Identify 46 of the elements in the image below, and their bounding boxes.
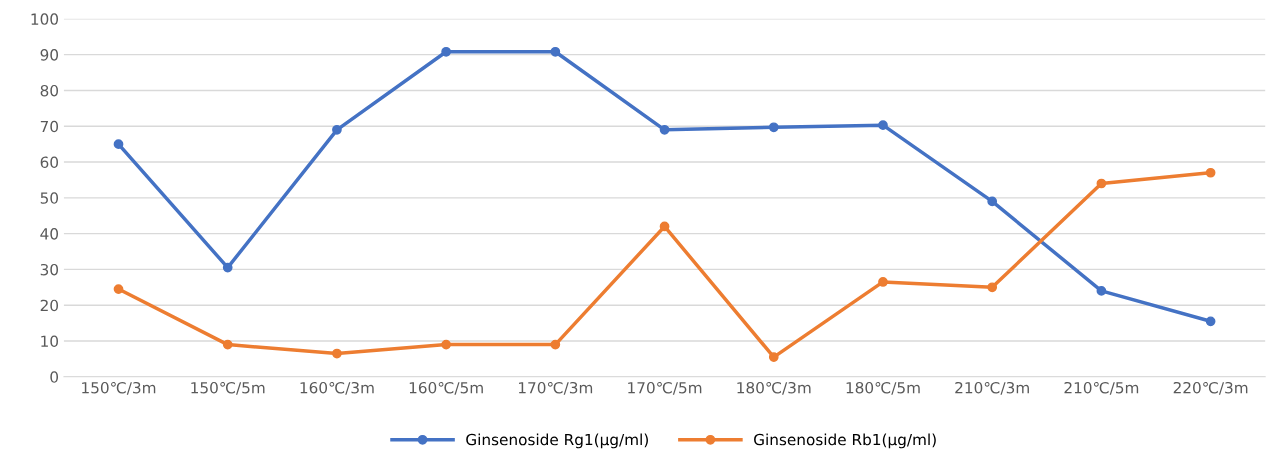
y-tick-label: 60: [40, 156, 59, 169]
point: [1205, 167, 1216, 178]
x-tick-label: 210℃/3m: [955, 381, 1029, 395]
x-tick-label: 210℃/5m: [1064, 381, 1139, 395]
y-tick-label: 0: [50, 371, 59, 383]
legend-label: Ginsenoside Rb1(µg/ml): [754, 433, 936, 449]
point: [1096, 286, 1107, 296]
y-tick-label: 40: [40, 228, 59, 240]
point: [332, 348, 342, 359]
point: [987, 196, 998, 207]
x-tick-label: 170℃/5m: [628, 381, 702, 395]
y-tick-label: 70: [40, 120, 59, 133]
point: [441, 339, 451, 350]
point: [113, 139, 124, 149]
y-tick-label: 80: [40, 84, 59, 97]
point: [550, 46, 561, 57]
point: [659, 221, 670, 232]
x-tick-label: 220℃/3m: [1173, 381, 1248, 395]
point: [1205, 316, 1216, 327]
point: [768, 122, 779, 133]
point: [113, 284, 124, 294]
x-tick-label: 160℃/5m: [409, 381, 483, 395]
y-tick-label: 10: [41, 335, 59, 348]
point: [1096, 178, 1107, 189]
point: [768, 352, 779, 362]
x-tick-label: 180℃/5m: [846, 381, 920, 395]
point: [659, 124, 670, 135]
point: [222, 339, 233, 350]
point: [878, 120, 888, 131]
point: [550, 339, 561, 350]
point: [878, 277, 888, 287]
y-tick-label: 20: [40, 299, 59, 312]
y-tick-label: 50: [40, 192, 59, 204]
point: [332, 124, 342, 135]
y-tick-label: 90: [40, 49, 59, 61]
x-tick-label: 150℃/5m: [191, 381, 265, 395]
x-tick-label: 180℃/3m: [737, 381, 811, 395]
point: [222, 262, 233, 273]
y-tick-label: 30: [40, 263, 59, 276]
point: [987, 282, 998, 293]
x-tick-label: 150℃/3m: [82, 381, 156, 395]
x-tick-label: 170℃/3m: [518, 381, 593, 395]
x-tick-label: 160℃/3m: [300, 381, 374, 395]
legend-label: Ginsenoside Rg1(µg/ml): [466, 433, 648, 449]
point: [441, 46, 451, 57]
y-tick-label: 100: [31, 13, 59, 25]
